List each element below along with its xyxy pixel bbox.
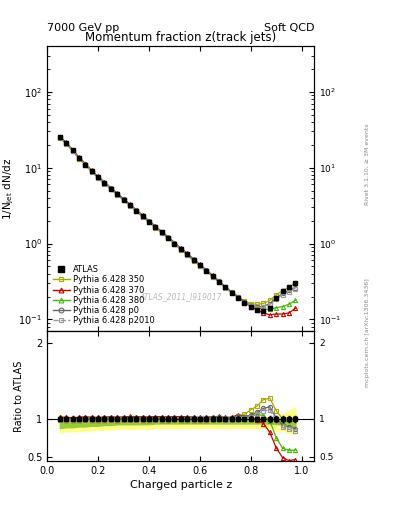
Text: Soft QCD: Soft QCD	[264, 23, 314, 33]
Text: 7000 GeV pp: 7000 GeV pp	[47, 23, 119, 33]
Y-axis label: Ratio to ATLAS: Ratio to ATLAS	[14, 360, 24, 432]
Text: Rivet 3.1.10, ≥ 3M events: Rivet 3.1.10, ≥ 3M events	[365, 123, 370, 205]
Title: Momentum fraction z(track jets): Momentum fraction z(track jets)	[85, 31, 276, 44]
Y-axis label: 1/N$_\mathrm{jet}$ dN/dz: 1/N$_\mathrm{jet}$ dN/dz	[1, 158, 16, 220]
Text: mcplots.cern.ch [arXiv:1306.3436]: mcplots.cern.ch [arXiv:1306.3436]	[365, 279, 370, 387]
X-axis label: Charged particle z: Charged particle z	[130, 480, 232, 490]
Legend: ATLAS, Pythia 6.428 350, Pythia 6.428 370, Pythia 6.428 380, Pythia 6.428 p0, Py: ATLAS, Pythia 6.428 350, Pythia 6.428 37…	[51, 264, 156, 327]
Text: ATLAS_2011_I919017: ATLAS_2011_I919017	[140, 292, 222, 302]
